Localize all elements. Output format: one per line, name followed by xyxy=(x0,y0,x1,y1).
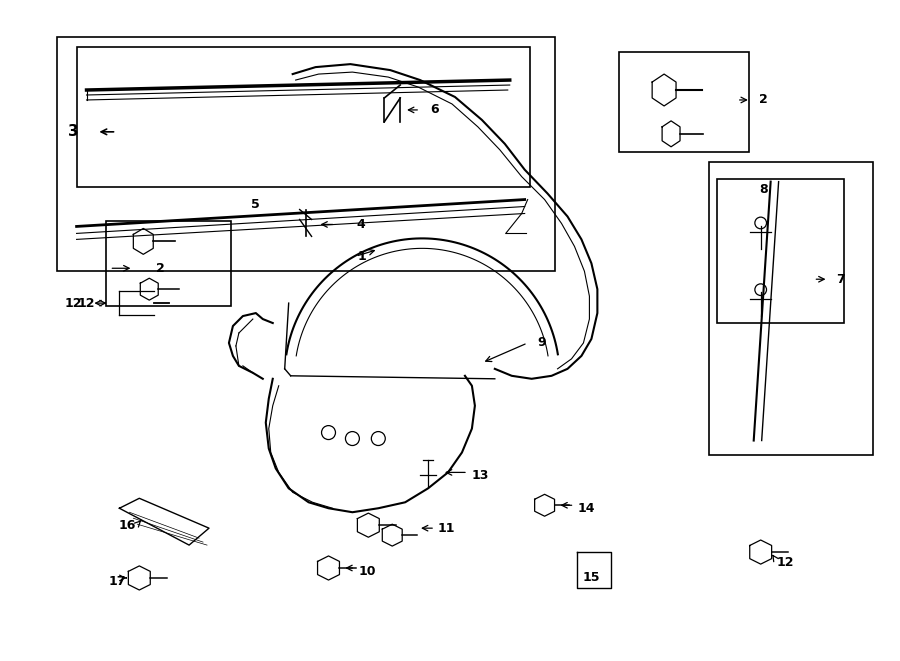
Text: 17: 17 xyxy=(109,576,126,588)
Text: 2: 2 xyxy=(157,262,165,275)
Text: 10: 10 xyxy=(358,565,376,578)
Bar xyxy=(106,221,231,306)
Text: 8: 8 xyxy=(760,183,768,196)
Text: 3: 3 xyxy=(68,124,79,139)
Bar xyxy=(76,47,530,186)
Text: 12: 12 xyxy=(65,297,82,309)
Text: 11: 11 xyxy=(438,522,455,535)
Text: 15: 15 xyxy=(582,572,600,584)
Text: 7: 7 xyxy=(836,273,845,286)
Bar xyxy=(709,162,873,455)
Text: 2: 2 xyxy=(760,93,768,106)
Text: 5: 5 xyxy=(251,198,260,211)
Text: 12: 12 xyxy=(777,555,794,568)
Bar xyxy=(619,52,749,152)
Bar xyxy=(717,178,844,323)
Text: 6: 6 xyxy=(430,103,438,116)
Bar xyxy=(57,37,554,271)
Text: 13: 13 xyxy=(472,469,490,482)
Text: 14: 14 xyxy=(578,502,595,515)
Text: 9: 9 xyxy=(537,336,546,350)
Text: 4: 4 xyxy=(356,218,365,231)
Text: 1: 1 xyxy=(358,250,366,263)
Text: 16: 16 xyxy=(119,519,136,531)
Text: 12: 12 xyxy=(77,297,95,309)
